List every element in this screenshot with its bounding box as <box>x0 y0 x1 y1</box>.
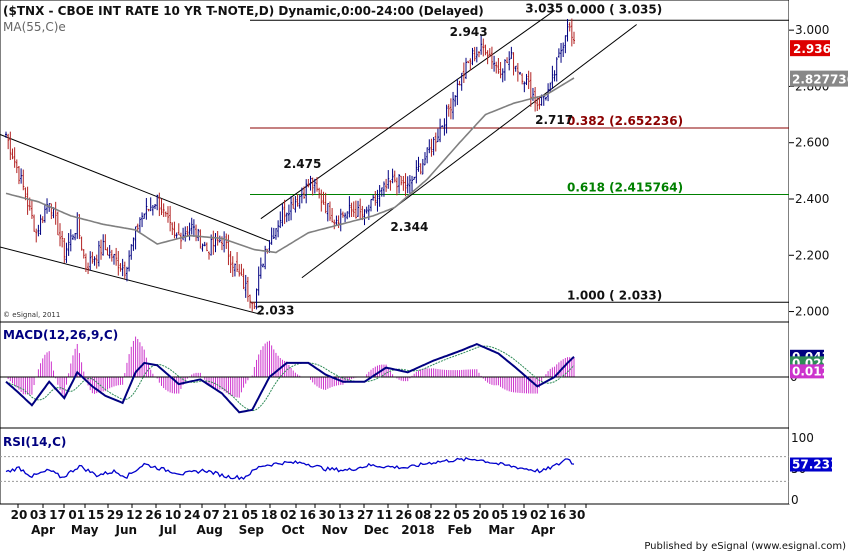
x-day-label: 02 <box>530 508 547 522</box>
x-day-label: 16 <box>299 508 316 522</box>
x-day-label: 26 <box>395 508 412 522</box>
fib-level-label: 0.382 (2.652236) <box>567 114 683 128</box>
x-day-label: 20 <box>11 508 28 522</box>
fib-level-label: 0.000 ( 3.035) <box>567 2 662 16</box>
x-month-label: Oct <box>281 523 304 537</box>
x-day-label: 10 <box>165 508 182 522</box>
last-price-badge <box>790 40 830 57</box>
x-day-label: 24 <box>184 508 201 522</box>
rsi-tick-label: 0 <box>791 493 799 507</box>
chart-title: ($TNX - CBOE INT RATE 10 YR T-NOTE,D) Dy… <box>3 4 484 18</box>
ma55-line <box>5 77 575 254</box>
x-day-label: 20 <box>472 508 489 522</box>
x-month-label: Apr <box>31 523 55 537</box>
x-day-label: 18 <box>261 508 278 522</box>
price-panel-frame <box>0 0 790 323</box>
x-day-label: 15 <box>88 508 105 522</box>
x-day-label: 16 <box>549 508 566 522</box>
macd-value-badge <box>790 364 824 379</box>
price-candles <box>5 18 575 312</box>
x-day-label: 12 <box>126 508 143 522</box>
swing-label: 2.475 <box>283 157 321 171</box>
x-day-label: 05 <box>492 508 509 522</box>
x-month-label: Feb <box>447 523 472 537</box>
x-day-label: 05 <box>453 508 470 522</box>
macd-signal-line <box>5 345 575 412</box>
rsi-tick-label: 100 <box>791 431 814 445</box>
x-month-label: Sep <box>239 523 265 537</box>
x-day-label: 03 <box>30 508 47 522</box>
price-tick-label: 2.200 <box>795 248 829 262</box>
x-day-label: 29 <box>107 508 124 522</box>
x-day-label: 07 <box>203 508 220 522</box>
x-day-label: 22 <box>434 508 451 522</box>
fib-level-label: 0.618 (2.415764) <box>567 181 683 195</box>
x-month-label: Apr <box>531 523 555 537</box>
macd-value-label: 0.012 <box>792 364 830 378</box>
macd-line <box>5 343 575 414</box>
swing-label: 2.033 <box>257 303 295 317</box>
ma-legend: MA(55,C)e <box>3 20 66 34</box>
x-day-label: 27 <box>357 508 374 522</box>
price-tick-label: 2.600 <box>795 136 829 150</box>
x-day-label: 17 <box>49 508 66 522</box>
footer-text: Published by eSignal (www.esignal.com) <box>644 541 846 552</box>
swing-label: 3.035 <box>525 1 563 15</box>
copyright-text: © eSignal, 2011 <box>3 311 60 319</box>
swing-label: 2.943 <box>450 25 488 39</box>
last-price-label: 2.936 <box>793 42 831 56</box>
x-day-label: 30 <box>319 508 336 522</box>
x-day-label: 01 <box>68 508 85 522</box>
swing-label: 2.717 <box>535 113 573 127</box>
macd-panel-frame <box>0 321 790 429</box>
x-day-label: 26 <box>145 508 162 522</box>
x-month-label: Aug <box>196 523 222 537</box>
x-month-label: 2018 <box>401 523 434 537</box>
trend-channel-line <box>0 133 270 242</box>
ma-value-label: 2.827736 <box>792 73 849 87</box>
trend-channel-line <box>301 24 637 279</box>
rsi-value-label: 57.231 <box>792 458 838 472</box>
x-day-label: 02 <box>280 508 297 522</box>
ma-value-badge <box>790 70 848 87</box>
x-month-label: Nov <box>322 523 348 537</box>
rsi-panel-frame <box>0 427 790 505</box>
macd-title: MACD(12,26,9,C) <box>3 328 118 342</box>
x-month-label: Mar <box>488 523 514 537</box>
x-day-label: 19 <box>511 508 528 522</box>
x-month-label: May <box>71 523 99 537</box>
x-month-label: Jul <box>158 523 176 537</box>
rsi-line <box>5 456 575 481</box>
fib-level-label: 1.000 ( 2.033) <box>567 288 662 302</box>
rsi-title: RSI(14,C) <box>3 435 66 449</box>
swing-label: 2.344 <box>390 220 428 234</box>
x-day-label: 13 <box>338 508 355 522</box>
price-tick-label: 3.000 <box>795 23 829 37</box>
price-tick-label: 2.400 <box>795 192 829 206</box>
x-day-label: 11 <box>376 508 393 522</box>
x-day-label: 30 <box>569 508 586 522</box>
x-day-label: 21 <box>222 508 239 522</box>
trend-channel-line <box>0 246 261 315</box>
x-day-label: 08 <box>415 508 432 522</box>
price-tick-label: 2.000 <box>795 305 829 319</box>
x-month-label: Dec <box>364 523 389 537</box>
rsi-value-badge <box>790 457 832 472</box>
x-day-label: 05 <box>242 508 259 522</box>
x-month-label: Jun <box>115 523 138 537</box>
